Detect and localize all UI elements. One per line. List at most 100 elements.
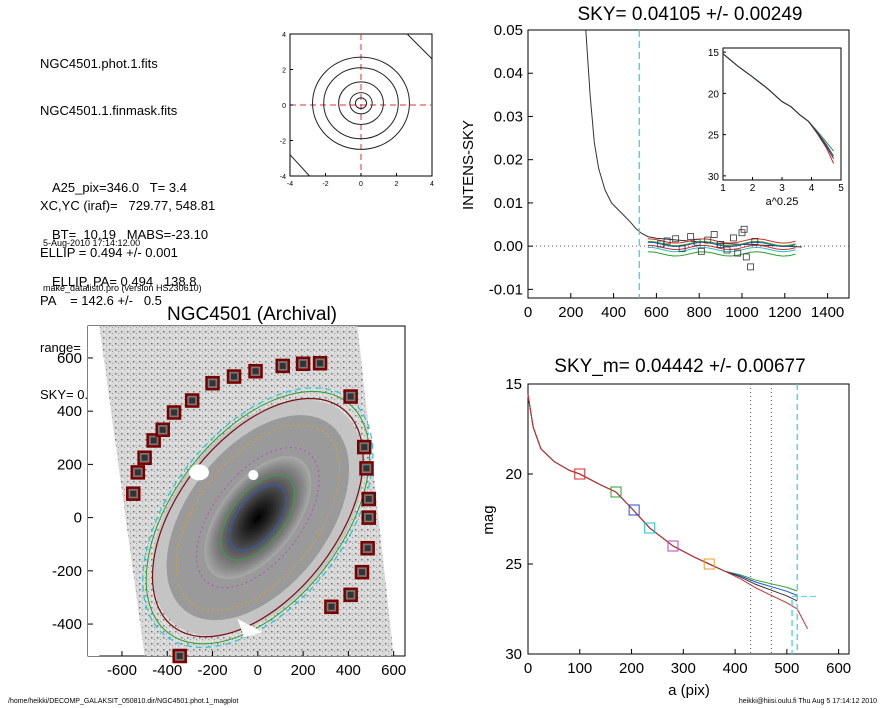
y-tick-label: 400 bbox=[57, 403, 82, 420]
sky-inset: 1 2 3 4 5 15 20 25 30 a^0.25 bbox=[708, 47, 844, 208]
x-tick-label: 600 bbox=[381, 662, 406, 679]
galaxy-title: NGC4501 (Archival) bbox=[167, 304, 337, 325]
isophote bbox=[229, 484, 287, 551]
mask-square-core bbox=[347, 393, 354, 400]
mask-square-core bbox=[365, 495, 372, 502]
contour-tick-labels: -4 -2 0 2 4 -4 -2 0 2 4 bbox=[280, 32, 434, 188]
inset-xlabel: a^0.25 bbox=[766, 196, 799, 208]
sky-series-line bbox=[647, 246, 796, 253]
param-line: BT= 10.19 MABS=-23.10 bbox=[52, 226, 209, 242]
sky-marker bbox=[734, 249, 742, 257]
sky-marker bbox=[657, 240, 665, 248]
contour-line bbox=[289, 154, 310, 177]
mag-series bbox=[527, 384, 818, 654]
param-line: A25_pix=346.0 T= 3.4 bbox=[52, 179, 187, 195]
inset-x-tick-label: 2 bbox=[750, 183, 756, 194]
sky-marker bbox=[723, 246, 731, 254]
mag-marker bbox=[574, 468, 586, 480]
x-tick-label: -4 bbox=[287, 181, 293, 188]
inset-x-tick-label: 1 bbox=[720, 183, 726, 194]
inset-y-tick-label: 20 bbox=[708, 89, 720, 100]
x-tick-label: 4 bbox=[430, 181, 434, 188]
galaxy-image-plot: NGC4501 (Archival) -600 -400 -200 0 200 400 60… bbox=[52, 304, 406, 679]
sky-marker bbox=[742, 253, 750, 261]
sky-series-line bbox=[647, 251, 796, 257]
mask-square-core bbox=[317, 360, 324, 367]
sky-series bbox=[528, 29, 849, 298]
x-tick-label: 1400 bbox=[811, 304, 844, 321]
mask-square-core bbox=[364, 545, 371, 552]
y-tick-label: 0 bbox=[74, 510, 82, 527]
footer-path: /home/heikki/DECOMP_GALAKSIT_050810.dir/… bbox=[8, 698, 239, 705]
y-tick-label: 4 bbox=[282, 32, 286, 39]
mag-marker bbox=[628, 504, 640, 516]
x-tick-label: 600 bbox=[644, 304, 669, 321]
inset-y-tick-label: 30 bbox=[708, 172, 720, 183]
contour-line bbox=[349, 92, 373, 115]
galaxy-tick-labels: -600 -400 -200 0 200 400 600 -400 -200 0 200 400 600 bbox=[52, 350, 406, 679]
mag-tick-labels: 0 100 200 300 400 500 600 15 20 25 30 bbox=[505, 376, 851, 677]
y-tick-label: 0.04 bbox=[494, 65, 523, 82]
inset-y-tick-label: 15 bbox=[708, 48, 720, 59]
x-tick-label: 200 bbox=[558, 304, 583, 321]
meta-block: 5-Aug-2010 17:14:12.00 make_datalist0.pr… bbox=[43, 206, 202, 311]
sky-marker bbox=[740, 225, 748, 233]
x-tick-label: 200 bbox=[291, 662, 316, 679]
mask-square-core bbox=[176, 653, 183, 659]
x-tick-label: 400 bbox=[723, 660, 748, 677]
isophote bbox=[220, 474, 296, 561]
y-tick-label: 0.05 bbox=[494, 22, 523, 39]
x-tick-label: -2 bbox=[322, 181, 328, 188]
y-tick-label: 30 bbox=[505, 646, 522, 663]
sky-series-line bbox=[647, 241, 796, 248]
meta-line: 5-Aug-2010 17:14:12.00 bbox=[43, 238, 141, 248]
y-tick-label: 0 bbox=[282, 103, 286, 110]
contour-line bbox=[354, 97, 368, 110]
y-tick-label: -200 bbox=[52, 563, 82, 580]
contour-plot: -4 -2 0 2 4 -4 -2 0 2 4 bbox=[280, 32, 434, 188]
masked-star bbox=[248, 470, 259, 481]
x-tick-label: 0 bbox=[359, 181, 363, 188]
mask-square-core bbox=[358, 569, 365, 576]
galaxy-core bbox=[204, 456, 312, 579]
sky-marker bbox=[747, 263, 754, 271]
x-tick-label: 0 bbox=[254, 662, 262, 679]
x-tick-label: 0 bbox=[524, 660, 532, 677]
mask-square-core bbox=[130, 490, 137, 497]
y-tick-label: 0.01 bbox=[494, 195, 523, 212]
y-tick-label: 600 bbox=[57, 350, 82, 367]
sky-marker bbox=[697, 247, 705, 255]
mask-square-core bbox=[209, 380, 216, 387]
mag-line bbox=[527, 394, 798, 602]
isophote bbox=[175, 424, 340, 611]
mag-line bbox=[527, 394, 798, 592]
sky-marker bbox=[693, 238, 701, 246]
contour-line bbox=[338, 81, 384, 126]
mask-square-core bbox=[171, 409, 178, 416]
sky-marker bbox=[687, 233, 695, 241]
x-tick-label: -200 bbox=[198, 662, 228, 679]
info-line: PA = 142.6 +/- 0.5 bbox=[40, 292, 162, 308]
galaxy-image bbox=[88, 326, 394, 664]
y-tick-label: 0.00 bbox=[494, 238, 523, 255]
mask-square-core bbox=[347, 591, 354, 598]
param-line: ELLIP, PA= 0.494 138.8 bbox=[52, 274, 197, 290]
y-tick-label: -2 bbox=[280, 139, 286, 146]
y-tick-label: 15 bbox=[505, 376, 522, 393]
x-tick-label: -400 bbox=[152, 662, 182, 679]
info-line: XC,YC (iraf)= 729.77, 548.81 bbox=[40, 197, 216, 213]
sky-marker bbox=[672, 235, 680, 243]
meta-line: make_datalist0.pro (version HS230610) bbox=[43, 283, 202, 293]
mask-square-core bbox=[361, 444, 368, 451]
sky-marker bbox=[751, 237, 759, 245]
x-tick-label: 200 bbox=[619, 660, 644, 677]
x-tick-label: 0 bbox=[524, 304, 532, 321]
inset-series bbox=[722, 53, 835, 164]
mask-square-core bbox=[365, 514, 372, 521]
sky-title: SKY= 0.04105 +/- 0.00249 bbox=[577, 4, 802, 25]
masked-star bbox=[188, 464, 209, 481]
x-tick-label: 400 bbox=[601, 304, 626, 321]
info-line: ELLIP = 0.494 +/- 0.001 bbox=[40, 245, 178, 261]
mask-square-core bbox=[150, 437, 157, 444]
